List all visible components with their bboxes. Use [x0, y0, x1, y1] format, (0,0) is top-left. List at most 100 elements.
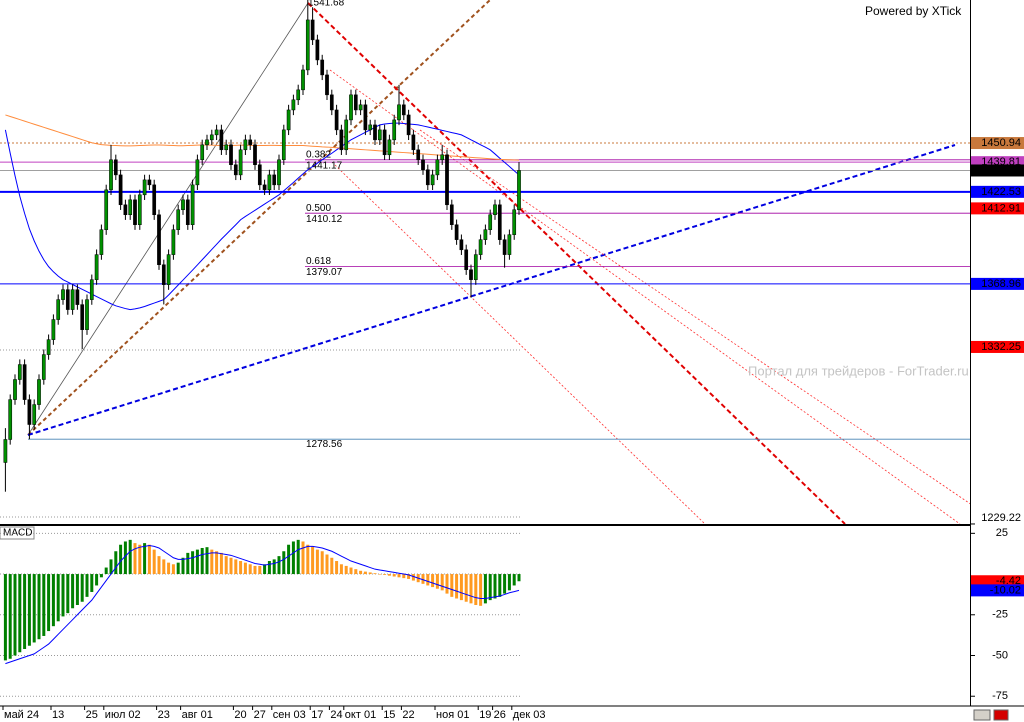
price-tag-label: 1368.96	[981, 278, 1021, 290]
macd-bar	[512, 574, 516, 586]
macd-bar	[325, 554, 329, 575]
macd-panel	[0, 532, 521, 697]
macd-bar	[47, 574, 51, 632]
candle-body	[46, 339, 51, 355]
macd-bar	[109, 559, 113, 575]
candle-body	[363, 104, 368, 131]
trend-line	[27, 0, 491, 436]
candle-body	[229, 144, 233, 166]
macd-bar	[455, 574, 459, 599]
x-tick-label: 17	[311, 709, 323, 721]
button[interactable]	[993, 709, 1009, 721]
price-tag-label: 1450.94	[981, 137, 1021, 149]
candle-body	[118, 174, 123, 206]
candle-body	[416, 149, 421, 161]
candle-body	[181, 199, 185, 211]
candle-body	[161, 264, 166, 285]
macd-bar	[258, 565, 262, 575]
candle-body	[507, 234, 512, 255]
macd-bar	[248, 564, 252, 575]
fib-high-label: 1541.68	[308, 0, 345, 9]
macd-bar	[349, 567, 353, 575]
macd-bar	[296, 539, 300, 575]
macd-bar	[191, 551, 195, 575]
candle-body	[430, 174, 435, 186]
candle-body	[387, 139, 392, 156]
macd-bar	[301, 541, 305, 575]
macd-bar	[354, 569, 358, 575]
x-tick-label: 22	[402, 709, 414, 721]
candle-body	[157, 214, 161, 265]
candle-body	[272, 174, 277, 186]
x-tick-label: май 24	[4, 709, 39, 721]
x-tick-label: 19	[479, 709, 491, 721]
macd-bar	[200, 547, 204, 575]
candle-body	[37, 379, 41, 405]
candle-body	[243, 139, 248, 151]
macd-bar	[306, 544, 310, 575]
macd-bar	[219, 552, 223, 575]
candle-body	[147, 179, 152, 186]
trend-line	[27, 2, 309, 436]
macd-bar	[75, 574, 79, 606]
candle-body	[8, 399, 13, 440]
candle-body	[99, 229, 104, 255]
macd-bar	[157, 556, 161, 575]
macd-bar	[479, 574, 483, 606]
macd-bar	[339, 564, 343, 575]
trend-line	[334, 164, 706, 524]
candle-body	[305, 19, 310, 71]
candle-body	[397, 104, 401, 121]
candle-body	[315, 39, 320, 61]
candle-body	[209, 134, 214, 141]
macd-bar	[440, 574, 444, 591]
candle-body	[171, 229, 176, 255]
macd-bar	[205, 547, 209, 575]
x-tick-label: сен 03	[273, 709, 306, 721]
y-tick-label: 1229.22	[981, 512, 1021, 524]
macd-bar	[90, 574, 94, 592]
macd-bar	[320, 551, 324, 575]
candle-body	[344, 119, 349, 151]
price-tag-label: 1332.25	[981, 341, 1021, 353]
candle-body	[75, 289, 80, 305]
macd-bar	[363, 571, 367, 575]
macd-bar	[267, 561, 271, 575]
macd-bar	[330, 557, 334, 575]
x-tick-label: 24	[330, 709, 342, 721]
price-tag	[971, 584, 1024, 597]
candle-body	[61, 289, 65, 300]
y-tick-label: -25	[992, 609, 1008, 621]
candle-body	[113, 159, 118, 176]
candle-body	[133, 199, 137, 225]
branding: Powered by XTick	[865, 4, 962, 18]
price-tag	[971, 202, 1024, 215]
candle-body	[478, 239, 483, 255]
candle-body	[176, 209, 181, 230]
price-tag	[971, 185, 1024, 198]
button[interactable]	[973, 709, 991, 721]
candle-body	[219, 129, 224, 151]
macd-bar	[421, 574, 425, 584]
y-tick-label: -75	[992, 690, 1008, 702]
candle-body	[435, 159, 440, 176]
watermark: Портал для трейдеров - ForTrader.ru	[748, 363, 969, 378]
macd-bar	[517, 574, 521, 582]
x-tick-label: июл 02	[105, 709, 141, 721]
moving-average	[5, 114, 520, 161]
candle-body	[142, 179, 147, 196]
candle-body	[368, 124, 373, 131]
macd-bar	[37, 574, 41, 640]
candle-body	[17, 364, 22, 380]
candle-body	[421, 159, 425, 170]
candle-body	[200, 144, 205, 161]
macd-bar	[32, 574, 36, 643]
candle-body	[377, 129, 382, 141]
fib-ratio: 0.618	[306, 256, 331, 267]
candle-body	[411, 134, 416, 151]
price-tag-label: -10.02	[990, 584, 1021, 596]
candle-body	[286, 109, 291, 131]
fib-low-label: 1278.56	[306, 439, 343, 450]
macd-bar	[104, 567, 108, 575]
